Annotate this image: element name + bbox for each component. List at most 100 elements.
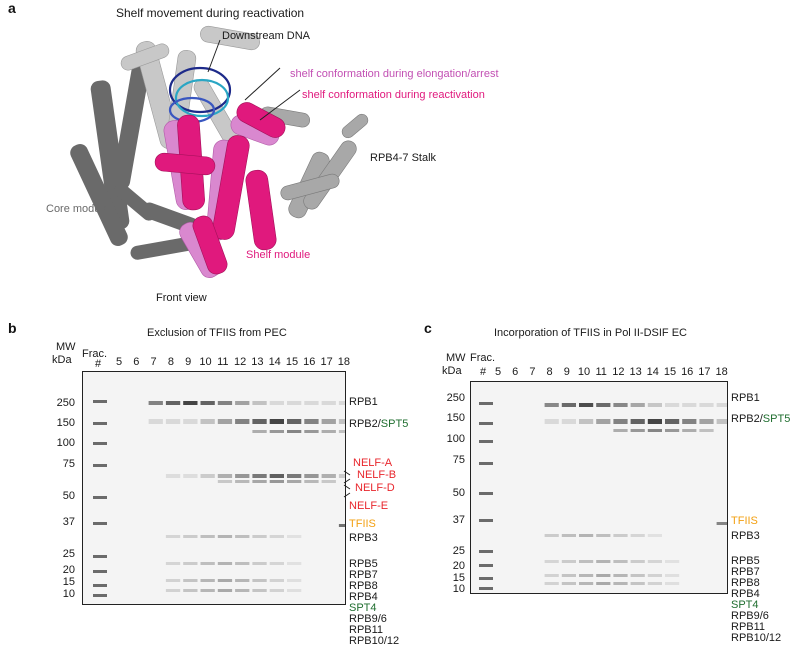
ladder-band [479, 587, 493, 590]
ladder-band [479, 492, 493, 495]
gel-band [217, 474, 233, 478]
mw-marker-label: 150 [56, 417, 75, 429]
gel-band [338, 401, 345, 405]
gel-band [596, 582, 611, 585]
fraction-label: 15 [663, 366, 677, 378]
gel-band [321, 430, 336, 433]
ladder-band [479, 564, 493, 567]
b-spt5: SPT5 [380, 418, 409, 430]
mw-marker-label: 37 [62, 516, 75, 528]
gel-band [647, 560, 662, 563]
gel-band [596, 403, 611, 407]
c-rpb7: RPB7 [731, 566, 760, 578]
c-spt5: SPT5 [762, 413, 791, 425]
c-rpb5: RPB5 [731, 555, 760, 567]
label-downstream-dna: Downstream DNA [222, 30, 311, 42]
c-rpb11: RPB11 [731, 621, 766, 633]
gel-band [200, 419, 215, 424]
panel-c-frac: Frac. [470, 352, 496, 364]
gel-band [287, 562, 302, 565]
fraction-label: 12 [612, 366, 625, 378]
c-rpb8: RPB8 [731, 577, 760, 589]
gel-band [217, 589, 233, 592]
gel-band [647, 534, 662, 537]
b-rpb2-spt5: RPB2/SPT5 [349, 418, 408, 430]
gel-band [165, 589, 181, 592]
ladder-band [479, 440, 493, 443]
gel-band [699, 403, 714, 407]
gel-band [665, 582, 680, 585]
gel-band [321, 401, 336, 405]
gel-band [579, 534, 594, 537]
gel-band [269, 480, 284, 483]
gel-band [630, 429, 645, 432]
b-nelfb: NELF-B [357, 469, 397, 481]
fraction-label: 18 [715, 366, 728, 378]
gel-band [338, 430, 345, 433]
gel-band [252, 579, 267, 582]
gel-band [613, 582, 628, 585]
b-rpb4: RPB4 [349, 591, 378, 603]
fraction-label: 5 [115, 356, 123, 368]
gel-band [165, 474, 181, 478]
gel-band [647, 582, 662, 585]
panel-c-title: Incorporation of TFIIS in Pol II-DSIF EC [494, 327, 687, 339]
gel-band [183, 579, 198, 582]
panel-a-title: Shelf movement during reactivation [116, 6, 305, 20]
gel-band [682, 403, 697, 407]
gel-band [165, 562, 181, 565]
gel-band [217, 562, 233, 565]
gel-band [304, 419, 319, 424]
gel-band [613, 534, 628, 537]
gel-band [699, 429, 714, 432]
gel-band [269, 589, 284, 592]
gel-band [561, 574, 576, 577]
gel-band [200, 474, 215, 478]
ladder-band [93, 496, 107, 499]
b-rpb8: RPB8 [349, 580, 378, 592]
ladder-band [479, 577, 493, 580]
b-rpb7: RPB7 [349, 569, 378, 581]
mw-marker-label: 150 [446, 412, 465, 424]
gel-band [544, 534, 559, 537]
gel-band [252, 474, 267, 478]
c-rpb1012: RPB10/12 [731, 632, 782, 644]
fraction-label: 17 [698, 366, 711, 378]
gel-band [217, 579, 233, 582]
b-rpb5: RPB5 [349, 558, 378, 570]
gel-band [287, 589, 302, 592]
gel-band [200, 589, 215, 592]
gel-band [561, 582, 576, 585]
b-rpb1: RPB1 [349, 396, 378, 408]
ladder-band [479, 550, 493, 553]
mw-marker-label: 250 [446, 392, 465, 404]
b-rpb96: RPB9/6 [349, 613, 387, 625]
gel-band [596, 574, 611, 577]
gel-band [252, 401, 267, 405]
mw-marker-label: 20 [452, 560, 465, 572]
gel-band [338, 474, 345, 478]
panel-c-gel [470, 381, 728, 594]
ladder-band [93, 400, 107, 403]
b-nelfa: NELF-A [353, 457, 393, 469]
gel-band [200, 535, 215, 538]
gel-band [665, 419, 680, 424]
gel-band [579, 582, 594, 585]
gel-band [287, 401, 302, 405]
gel-band [165, 419, 181, 424]
gel-band [269, 562, 284, 565]
gel-band [200, 401, 215, 405]
gel-band [287, 480, 302, 483]
gel-band [183, 562, 198, 565]
gel-band [321, 419, 336, 424]
fraction-label: 10 [199, 356, 212, 368]
gel-band [217, 419, 233, 424]
mw-marker-label: 20 [62, 564, 75, 576]
gel-band [647, 419, 662, 424]
fraction-label: 17 [320, 356, 333, 368]
gel-band [252, 562, 267, 565]
ladder-band [93, 464, 107, 467]
gel-band [235, 474, 250, 478]
b-rpb2: RPB2/ [349, 418, 381, 430]
mw-marker-label: 50 [62, 490, 75, 502]
